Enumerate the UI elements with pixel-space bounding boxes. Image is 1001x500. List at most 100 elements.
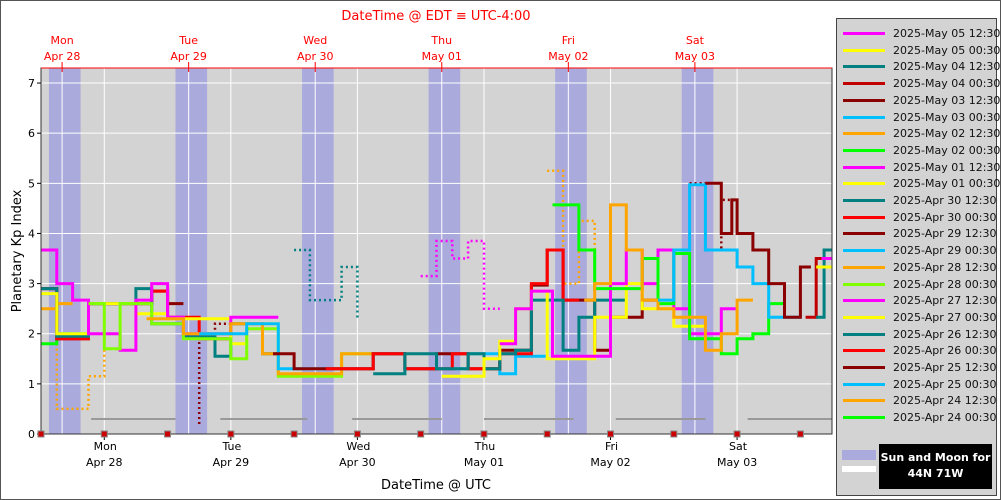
legend-swatch bbox=[843, 82, 885, 86]
forecast-line bbox=[294, 248, 359, 319]
legend-swatch bbox=[843, 399, 885, 403]
legend-swatch bbox=[843, 299, 885, 303]
legend-item: 2025-Apr 26 00:30 bbox=[843, 343, 996, 359]
sun-moon-line1: Sun and Moon for bbox=[880, 451, 991, 464]
legend-swatch bbox=[843, 132, 885, 136]
axis-marker bbox=[100, 430, 108, 438]
legend-item: 2025-May 01 12:30 bbox=[843, 160, 1000, 176]
legend-label: 2025-Apr 24 12:30 bbox=[893, 394, 997, 408]
x-tick-date: May 01 bbox=[464, 456, 504, 469]
axis-marker bbox=[796, 430, 804, 438]
axis-marker bbox=[353, 430, 361, 438]
legend-swatch bbox=[843, 98, 885, 102]
y-tick-label: 7 bbox=[28, 77, 35, 90]
legend-item: 2025-May 04 00:30 bbox=[843, 76, 1000, 92]
x-tick-weekday: Fri bbox=[605, 440, 618, 453]
x-tick-date: Apr 28 bbox=[86, 456, 123, 469]
legend-label: 2025-Apr 25 12:30 bbox=[893, 361, 997, 374]
axis-marker bbox=[417, 430, 425, 438]
top-tick-date: May 01 bbox=[422, 50, 462, 63]
x-tick-weekday: Sat bbox=[729, 440, 748, 453]
axis-marker bbox=[480, 430, 488, 438]
legend-swatch bbox=[843, 32, 885, 35]
x-axis-bottom: Mon Apr 28 Tue Apr 29 Wed Apr 30 Thu May 01 Fri M… bbox=[86, 434, 757, 469]
axis-marker bbox=[733, 430, 741, 438]
y-tick-label: 6 bbox=[28, 127, 35, 140]
legend-swatch bbox=[843, 65, 885, 69]
y-axis-label: Planetary Kp Index bbox=[10, 189, 25, 312]
top-tick-weekday: Sat bbox=[686, 34, 705, 47]
series-line bbox=[584, 203, 753, 352]
forecast-line bbox=[547, 169, 596, 285]
legend-item: 2025-Apr 27 00:30 bbox=[843, 310, 997, 326]
y-tick-label: 3 bbox=[28, 278, 35, 291]
top-tick-date: Apr 30 bbox=[297, 50, 334, 63]
legend-swatch bbox=[843, 48, 885, 52]
legend-swatch bbox=[843, 315, 885, 319]
legend-swatch bbox=[843, 282, 885, 286]
legend-swatch bbox=[843, 232, 885, 236]
legend-swatch bbox=[843, 199, 885, 202]
legend-label: 2025-May 02 12:30 bbox=[893, 127, 1001, 141]
legend-item: 2025-May 05 12:30 bbox=[843, 26, 1000, 42]
series-line bbox=[88, 302, 374, 378]
sun-moon-location: 44N 71W bbox=[907, 467, 964, 480]
y-tick-label: 5 bbox=[28, 177, 35, 190]
legend-label: 2025-Apr 29 00:30 bbox=[893, 244, 997, 258]
axis-marker bbox=[37, 430, 45, 438]
series-line bbox=[373, 298, 627, 376]
legend-item: 2025-Apr 29 00:30 bbox=[843, 243, 997, 259]
axis-marker bbox=[543, 430, 551, 438]
legend-item: 2025-Apr 28 12:30 bbox=[843, 260, 997, 276]
legend-swatch bbox=[843, 115, 885, 119]
legend-item: 2025-Apr 25 12:30 bbox=[843, 360, 997, 376]
legend-item: 2025-May 04 12:30 bbox=[843, 59, 1000, 75]
series-line bbox=[816, 248, 832, 319]
legend-label: 2025-Apr 26 12:30 bbox=[893, 327, 997, 341]
legend-item: 2025-Apr 25 00:30 bbox=[843, 377, 996, 393]
legend-item: 2025-Apr 27 12:30 bbox=[843, 293, 996, 309]
x-tick-date: Apr 29 bbox=[213, 456, 250, 469]
legend-label: 2025-May 02 00:30 bbox=[893, 143, 1001, 157]
legend-label: 2025-Apr 30 00:30 bbox=[893, 210, 997, 224]
x-tick-date: May 03 bbox=[717, 456, 757, 469]
top-tick-weekday: Fri bbox=[562, 34, 575, 47]
top-tick-date: Apr 28 bbox=[44, 50, 81, 63]
x-axis-label: DateTime @ UTC bbox=[381, 478, 491, 493]
legend-label: 2025-May 05 00:30 bbox=[893, 43, 1001, 57]
legend-swatch bbox=[843, 349, 885, 353]
top-tick-weekday: Tue bbox=[178, 34, 198, 47]
legend-label: 2025-Apr 28 12:30 bbox=[893, 260, 997, 274]
x-axis-top: Mon Apr 28 Tue Apr 29 Wed Apr 30 Thu May 01 Fri M… bbox=[44, 34, 715, 72]
legend-swatch bbox=[843, 332, 885, 336]
top-tick-weekday: Mon bbox=[50, 34, 73, 47]
top-title: DateTime @ EDT ≡ UTC-4:00 bbox=[341, 9, 530, 24]
legend-swatch bbox=[843, 182, 885, 186]
y-tick-label: 4 bbox=[28, 227, 35, 240]
axis-marker bbox=[227, 430, 235, 438]
legend-label: 2025-Apr 28 00:30 bbox=[893, 277, 997, 291]
legend-label: 2025-Apr 30 12:30 bbox=[893, 194, 997, 207]
legend-swatch bbox=[843, 165, 885, 169]
top-tick-date: May 02 bbox=[548, 50, 588, 63]
legend-label: 2025-May 01 12:30 bbox=[893, 160, 1001, 174]
axis-marker bbox=[670, 430, 678, 438]
legend-label: 2025-Apr 27 00:30 bbox=[893, 310, 997, 324]
legend-label: 2025-May 04 12:30 bbox=[893, 60, 1001, 74]
x-tick-weekday: Thu bbox=[474, 440, 496, 453]
x-tick-weekday: Mon bbox=[94, 440, 117, 453]
series-line bbox=[658, 183, 801, 319]
axis-marker bbox=[290, 430, 298, 438]
series-line bbox=[552, 203, 785, 356]
legend: 2025-May 05 12:30 2025-May 05 00:30 2025-M… bbox=[836, 18, 1001, 496]
top-tick-weekday: Thu bbox=[430, 34, 452, 47]
x-tick-weekday: Tue bbox=[221, 440, 241, 453]
x-tick-date: May 02 bbox=[590, 456, 630, 469]
legend-swatch bbox=[843, 265, 885, 269]
night-band bbox=[428, 68, 461, 434]
x-tick-weekday: Wed bbox=[346, 440, 370, 453]
legend-item: 2025-May 02 12:30 bbox=[843, 126, 1000, 142]
legend-item: 2025-Apr 29 12:30 bbox=[843, 226, 996, 242]
y-tick-label: 2 bbox=[28, 328, 35, 341]
legend-item: 2025-May 02 00:30 bbox=[843, 143, 1000, 159]
